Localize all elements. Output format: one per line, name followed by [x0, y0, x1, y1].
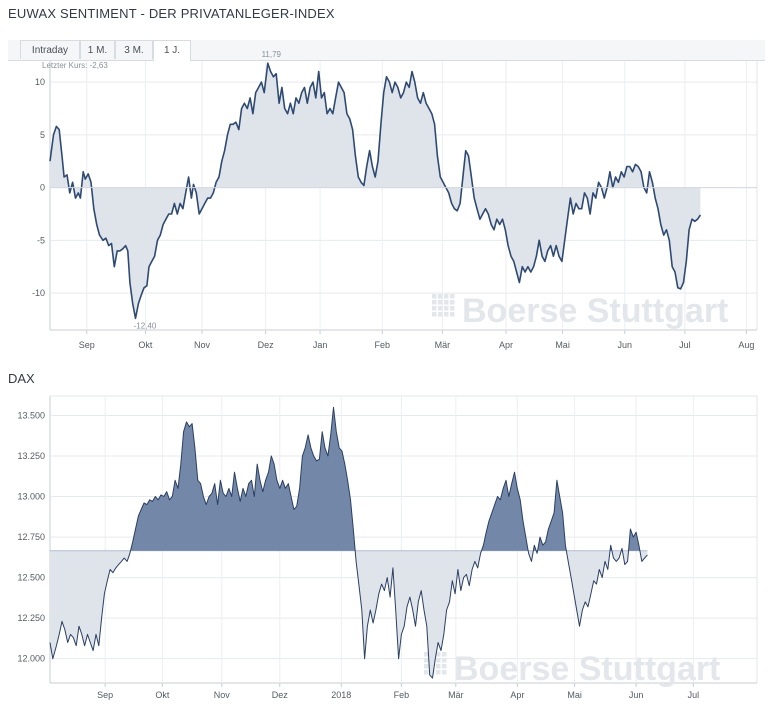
chart1-watermark-logo-cell	[450, 294, 455, 299]
chart2-watermark-logo-cell	[442, 652, 447, 657]
chart2-area-above-baseline	[130, 407, 640, 551]
tab-3m[interactable]: 3 M.	[115, 40, 153, 59]
chart2-watermark-logo-cell	[436, 664, 441, 669]
chart2-xtick-label: Sep	[97, 690, 113, 700]
chart2-ytick-label: 12.000	[17, 654, 45, 664]
chart1-xtick-label: Jan	[313, 340, 328, 350]
chart1-watermark-logo-cell	[432, 312, 437, 317]
chart2-xtick-label: Jun	[629, 690, 644, 700]
chart1-xtick-label: Okt	[138, 340, 153, 350]
tab-1y[interactable]: 1 J.	[153, 40, 191, 61]
chart1-ytick-label: 0	[40, 183, 45, 193]
chart1-watermark-logo-cell	[438, 294, 443, 299]
chart1-xtick-label: Sep	[79, 340, 95, 350]
chart2-watermark-text: Boerse Stuttgart	[454, 650, 720, 688]
chart2-watermark-logo-cell	[424, 664, 429, 669]
chart2-xtick-label: Okt	[155, 690, 170, 700]
chart1-watermark-logo-cell	[450, 300, 455, 305]
chart2-ytick-label: 13.500	[17, 410, 45, 420]
chart2-watermark-logo-cell	[436, 658, 441, 663]
page-title: EUWAX SENTIMENT - DER PRIVATANLEGER-INDE…	[8, 6, 335, 21]
chart2-ytick-label: 12.500	[17, 573, 45, 583]
chart2-watermark-logo-cell	[424, 652, 429, 657]
chart1-watermark-logo-cell	[450, 306, 455, 311]
chart2-xtick-label: Jul	[688, 690, 700, 700]
chart2-xtick-label: Mär	[448, 690, 464, 700]
chart1-watermark-logo-cell	[444, 294, 449, 299]
chart1-xtick-label: Mai	[555, 340, 570, 350]
chart2-xtick-label: Feb	[394, 690, 410, 700]
chart1-watermark-logo-cell	[432, 300, 437, 305]
dax-title: DAX	[8, 371, 35, 386]
chart2-ytick-label: 13.250	[17, 451, 45, 461]
chart2-watermark-logo-cell	[442, 670, 447, 675]
chart2-xtick-label: Nov	[214, 690, 231, 700]
chart1-watermark-logo-cell	[438, 300, 443, 305]
chart1-ytick-label: 10	[35, 77, 45, 87]
chart2-watermark-logo-cell	[442, 658, 447, 663]
chart2-xtick-label: Apr	[510, 690, 524, 700]
chart1-xtick-label: Jun	[618, 340, 633, 350]
chart1-xtick-label: Feb	[375, 340, 391, 350]
chart1-watermark-group: Boerse Stuttgart	[432, 292, 728, 330]
chart1-ytick-label: -5	[37, 235, 45, 245]
chart1-watermark-logo-cell	[444, 300, 449, 305]
chart1-xtick-label: Nov	[194, 340, 211, 350]
chart1-annotation-label: -12,40	[134, 321, 157, 330]
chart2-watermark-group: Boerse Stuttgart	[424, 650, 720, 688]
chart1-watermark-logo-cell	[450, 312, 455, 317]
chart2-watermark-logo-cell	[436, 670, 441, 675]
tab-intraday[interactable]: Intraday	[20, 40, 80, 59]
chart2-xtick-label: Dez	[272, 690, 289, 700]
chart2-ytick-label: 12.750	[17, 532, 45, 542]
chart1-xtick-label: Dez	[258, 340, 275, 350]
chart1-ytick-label: -10	[32, 288, 45, 298]
chart1-watermark-logo-cell	[432, 306, 437, 311]
chart1-watermark-logo-cell	[438, 312, 443, 317]
chart1-watermark-logo-cell	[432, 294, 437, 299]
chart2-ytick-label: 13.000	[17, 492, 45, 502]
tab-1m[interactable]: 1 M.	[80, 40, 115, 59]
chart1-xtick-label: Mär	[435, 340, 451, 350]
chart1-watermark-logo-cell	[438, 306, 443, 311]
chart2-ytick-label: 12.250	[17, 613, 45, 623]
chart1-annotation-label: 11,79	[262, 50, 282, 59]
chart1-watermark-logo-cell	[444, 312, 449, 317]
chart2-watermark-logo-cell	[436, 652, 441, 657]
tab-strip	[8, 40, 765, 60]
chart1-series-line	[49, 62, 702, 320]
chart1-last-price-label: Letzter Kurs: -2,63	[42, 61, 108, 70]
chart1-xtick-label: Jul	[679, 340, 691, 350]
chart2-area-below-baseline	[50, 550, 648, 679]
chart1-xtick-label: Apr	[499, 340, 513, 350]
chart2-xtick-label: 2018	[331, 690, 351, 700]
chart1-watermark-text: Boerse Stuttgart	[462, 292, 728, 330]
chart2-watermark-logo-cell	[424, 670, 429, 675]
chart2-watermark-logo-cell	[424, 658, 429, 663]
range-tabs: Intraday 1 M. 3 M. 1 J.	[8, 40, 765, 61]
chart1-area-below-baseline	[50, 187, 701, 319]
chart1-area-above-baseline	[50, 63, 654, 188]
chart1-xtick-label: Aug	[738, 340, 754, 350]
chart2-series-line	[49, 406, 648, 679]
chart1-watermark-logo-cell	[444, 306, 449, 311]
chart2-xtick-label: Mai	[567, 690, 582, 700]
chart2-watermark-logo-cell	[442, 664, 447, 669]
chart1-ytick-label: 5	[40, 130, 45, 140]
